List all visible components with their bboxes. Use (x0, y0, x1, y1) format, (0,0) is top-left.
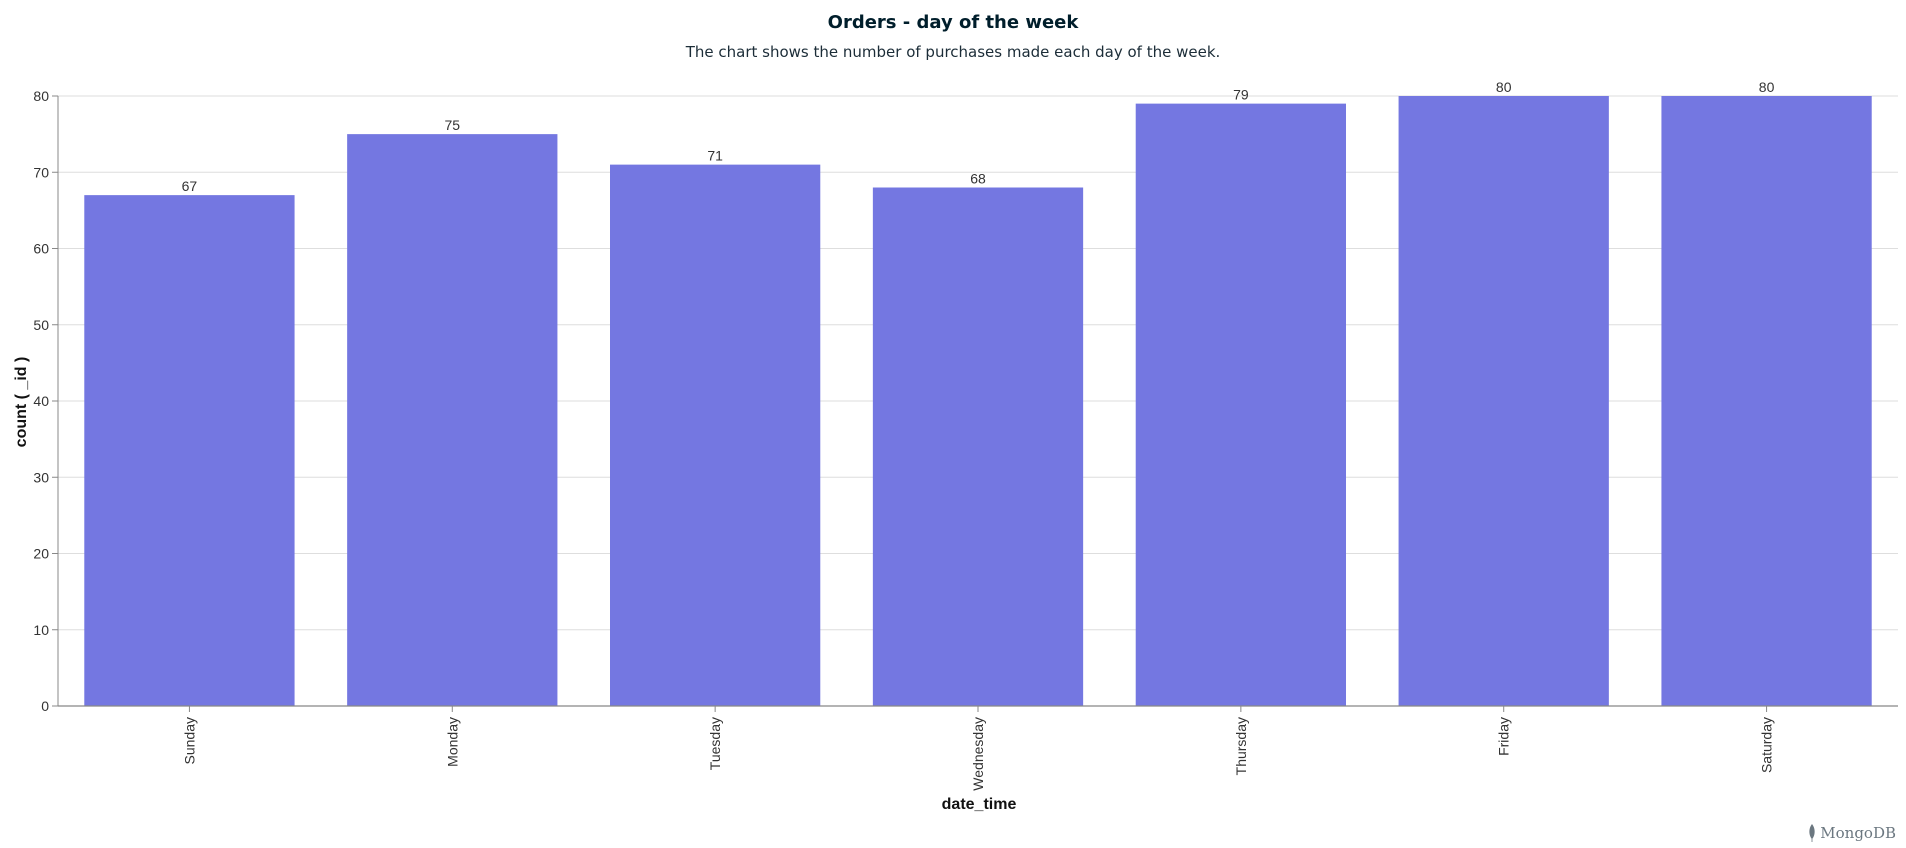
y-tick-label: 0 (41, 698, 49, 714)
data-label-tuesday: 71 (707, 148, 723, 164)
y-tick-label: 10 (33, 622, 49, 638)
chart-title: Orders - day of the week (827, 12, 1079, 33)
y-tick-label: 80 (33, 88, 49, 104)
x-tick-label-saturday: Saturday (1759, 717, 1775, 773)
chart-subtitle: The chart shows the number of purchases … (685, 43, 1221, 61)
bar-monday[interactable] (347, 134, 558, 706)
x-tick-label-wednesday: Wednesday (970, 717, 986, 791)
brand-name: MongoDB (1820, 824, 1896, 842)
bar-saturday[interactable] (1661, 96, 1872, 706)
y-tick-label: 30 (33, 469, 49, 485)
x-tick-label-tuesday: Tuesday (707, 717, 723, 770)
bar-thursday[interactable] (1135, 103, 1346, 706)
data-label-wednesday: 68 (970, 171, 986, 187)
x-tick-label-sunday: Sunday (181, 717, 197, 764)
x-tick-label-monday: Monday (444, 717, 460, 767)
bar-tuesday[interactable] (610, 164, 821, 706)
labels: 0 10 20 30 40 50 60 70 80 67 Sunday 75 Monday 71 Tuesd… (33, 79, 1774, 791)
bar-sunday[interactable] (84, 195, 295, 706)
mongodb-brand: MongoDB (1808, 824, 1896, 842)
x-tick-label-thursday: Thursday (1233, 717, 1249, 775)
data-label-monday: 75 (444, 117, 460, 133)
data-label-friday: 80 (1496, 79, 1512, 95)
x-tick-label-friday: Friday (1496, 717, 1512, 756)
y-tick-label: 70 (33, 164, 49, 180)
y-tick-label: 50 (33, 317, 49, 333)
data-label-sunday: 67 (182, 178, 198, 194)
data-label-saturday: 80 (1759, 79, 1775, 95)
axes (52, 95, 1898, 712)
bar-friday[interactable] (1398, 96, 1609, 706)
leaf-icon (1809, 824, 1815, 842)
y-tick-label: 60 (33, 241, 49, 257)
y-axis-title: count ( _id ) (13, 357, 30, 448)
bars (84, 96, 1872, 707)
bar-wednesday[interactable] (872, 187, 1084, 707)
data-label-thursday: 79 (1233, 87, 1249, 103)
x-axis-title: date_time (942, 796, 1017, 813)
y-tick-label: 20 (33, 546, 49, 562)
y-tick-label: 40 (33, 393, 49, 409)
